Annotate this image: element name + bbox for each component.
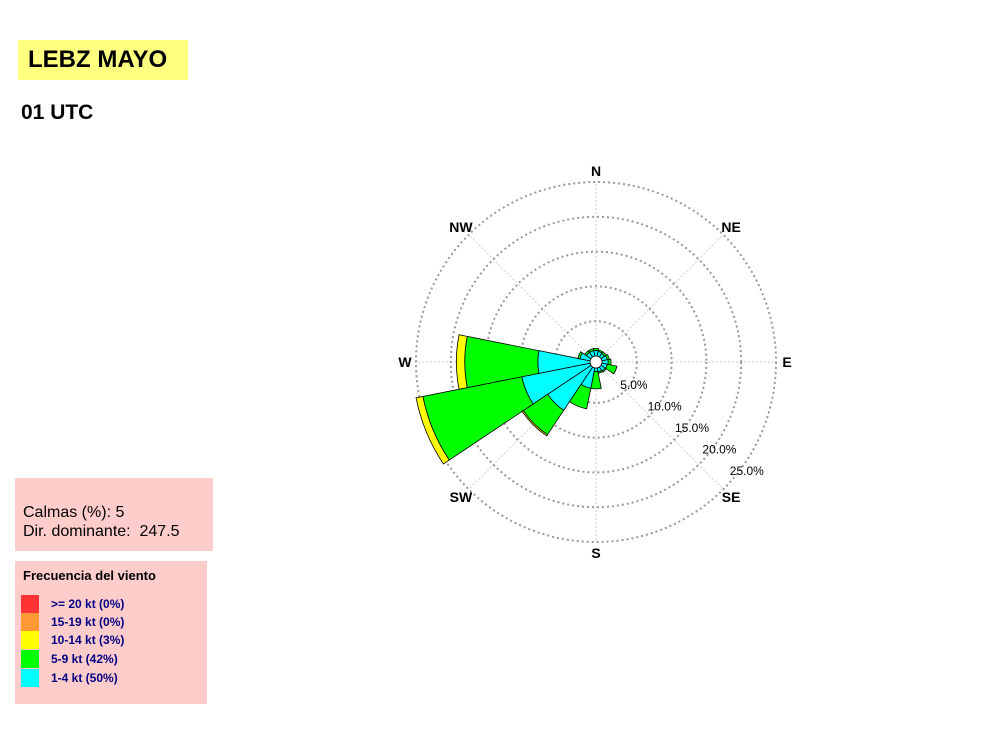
- legend-item-15-19kt: 15-19 kt (0%): [21, 613, 201, 631]
- legend-swatch: [21, 650, 39, 668]
- wedge-ese: [605, 363, 618, 375]
- calm-percent-label: Calmas (%): 5: [23, 504, 125, 521]
- legend-swatch: [21, 669, 39, 687]
- compass-label-nw: NW: [449, 219, 473, 235]
- compass-label-se: SE: [722, 489, 741, 505]
- wedge-wnw: [577, 351, 583, 360]
- hour-subtitle: 01 UTC: [21, 101, 94, 124]
- legend-swatch: [21, 595, 39, 613]
- radial-tick-label: 5.0%: [620, 378, 648, 392]
- wedge-nnw: [587, 348, 595, 353]
- radial-tick-label: 10.0%: [648, 400, 682, 414]
- radial-tick-label: 20.0%: [702, 442, 736, 456]
- station-title: LEBZ MAYO: [18, 40, 188, 80]
- wedge-e: [607, 358, 612, 366]
- dominant-direction-label: Dir. dominante: 247.5: [23, 523, 180, 540]
- wedge-wsw: [415, 395, 450, 465]
- compass-label-w: W: [398, 354, 412, 370]
- legend-label: >= 20 kt (0%): [51, 597, 125, 611]
- compass-label-ne: NE: [721, 219, 740, 235]
- legend-item-1-4kt: 1-4 kt (50%): [21, 669, 201, 687]
- wedge-w: [455, 334, 468, 390]
- legend-label: 1-4 kt (50%): [51, 671, 118, 685]
- legend-title: Frecuencia del viento: [23, 568, 156, 583]
- legend-label: 10-14 kt (3%): [51, 633, 125, 647]
- grid-ring: [554, 320, 638, 404]
- legend: Frecuencia del viento >= 20 kt (0%) 15-1…: [15, 561, 207, 704]
- compass-label-n: N: [591, 163, 601, 179]
- legend-item-20kt: >= 20 kt (0%): [21, 595, 201, 613]
- summary-box: Calmas (%): 5 Dir. dominante: 247.5: [15, 478, 213, 551]
- wedge-n: [592, 347, 600, 352]
- grid-ring: [415, 181, 777, 543]
- radial-tick-label: 25.0%: [730, 464, 764, 478]
- legend-label: 15-19 kt (0%): [51, 615, 125, 629]
- rose-center: [589, 355, 603, 369]
- legend-item-5-9kt: 5-9 kt (42%): [21, 650, 201, 668]
- compass-label-e: E: [782, 354, 791, 370]
- grid-ring: [519, 285, 673, 439]
- grid-spoke: [595, 234, 724, 363]
- radial-tick-label: 15.0%: [675, 421, 709, 435]
- legend-swatch: [21, 631, 39, 649]
- compass-label-s: S: [591, 545, 600, 561]
- legend-item-10-14kt: 10-14 kt (3%): [21, 631, 201, 649]
- compass-label-sw: SW: [450, 489, 473, 505]
- legend-label: 5-9 kt (42%): [51, 652, 118, 666]
- grid-ring: [449, 215, 743, 509]
- legend-swatch: [21, 613, 39, 631]
